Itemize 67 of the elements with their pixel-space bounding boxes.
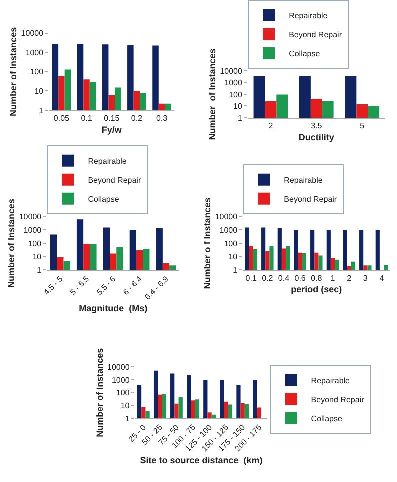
y-axis-title: Number of Instances	[8, 27, 19, 116]
legend-label: Repairable	[311, 376, 351, 386]
x-tick-label: 4.5 - 5	[42, 274, 66, 298]
y-tick-label: 1	[39, 106, 44, 116]
x-tick-label: 3	[363, 274, 368, 283]
legend-label: Collapse	[311, 414, 343, 424]
y-tick-label: 1000	[24, 226, 42, 235]
legend-label: Repairable	[284, 176, 324, 186]
y-tick-label: 100	[116, 388, 130, 398]
x-tick-label: 5 - 5.5	[68, 274, 92, 298]
x-axis-title: period (sec)	[291, 284, 342, 295]
y-tick-label: 1	[125, 414, 130, 424]
y-tick-label: 10	[234, 102, 244, 112]
legend-label: Beyond Repair	[88, 176, 142, 186]
y-tick-label: 100	[30, 68, 44, 77]
x-tick-label: 0.4	[278, 274, 290, 283]
x-tick-label: 0.15	[104, 114, 120, 124]
y-tick-label: 1000	[112, 376, 130, 385]
x-tick-label: 3.5	[311, 122, 323, 131]
x-tick-label: 0.3	[156, 114, 168, 124]
y-axis-title: Number of Instances	[6, 198, 17, 288]
y-tick-label: 10000	[215, 212, 238, 222]
x-tick-label: 5.5 - 6	[95, 274, 118, 298]
y-tick-label: 1000	[26, 48, 44, 58]
x-tick-label: 4	[380, 274, 385, 283]
y-tick-label: 100	[224, 239, 238, 248]
y-tick-label: 10000	[21, 29, 44, 38]
x-tick-label: 0.8	[311, 274, 323, 283]
y-tick-label: 10	[120, 402, 130, 411]
x-tick-label: 5	[360, 122, 366, 131]
legend-label: Collapse	[88, 195, 120, 204]
x-tick-label: 6 - 6.4	[122, 274, 144, 298]
x-axis-title: Site to source distance (km)	[140, 455, 263, 466]
y-tick-label: 100	[28, 239, 42, 248]
legend-label: Beyond Repair	[289, 30, 342, 40]
x-tick-label: 2	[268, 122, 274, 131]
y-tick-label: 1	[37, 266, 42, 276]
y-tick-label: 10	[228, 252, 238, 262]
x-tick-label: 6.4 - 6.9	[143, 274, 171, 302]
y-tick-label: 1000	[220, 226, 238, 235]
legend-label: Collapse	[289, 50, 321, 59]
x-tick-label: 0.2	[262, 274, 274, 283]
legend-label: Beyond Repair	[311, 395, 365, 404]
x-axis-title: Ductility	[298, 132, 334, 142]
y-axis-title: Number o f Instances	[202, 198, 213, 290]
x-tick-label: 0.05	[54, 114, 70, 124]
x-axis-title: Magnitude (Ms)	[79, 304, 148, 314]
y-tick-label: 10000	[220, 66, 244, 76]
x-tick-label: 0.1	[246, 274, 258, 283]
x-tick-label: 0.6	[294, 274, 306, 283]
y-tick-label: 1000	[224, 78, 244, 88]
y-axis-title: Number of Instances	[94, 348, 105, 438]
x-tick-label: 0.2	[131, 114, 144, 124]
y-tick-label: 1	[233, 266, 238, 276]
x-axis-title: Fy/w	[102, 124, 123, 135]
y-axis-title: Number of Instances	[208, 48, 218, 140]
y-tick-label: 100	[229, 90, 243, 100]
x-tick-label: 2	[347, 274, 352, 283]
x-tick-label: 1	[330, 274, 336, 283]
y-tick-label: 10000	[19, 212, 42, 222]
y-tick-label: 10000	[108, 362, 130, 372]
legend-label: Beyond Repair	[284, 195, 338, 204]
legend-label: Repairable	[88, 157, 128, 166]
x-tick-label: 0.1	[81, 114, 93, 124]
legend-label: Repairable	[289, 12, 328, 21]
y-tick-label: 10	[32, 252, 42, 262]
y-tick-label: 10	[34, 87, 44, 96]
